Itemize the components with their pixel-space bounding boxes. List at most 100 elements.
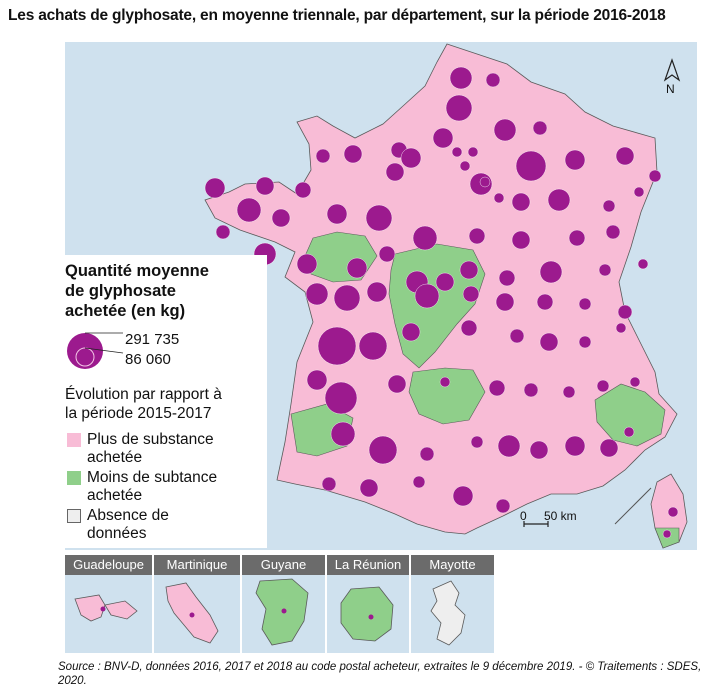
department-symbol xyxy=(605,224,621,240)
department-symbol xyxy=(564,149,586,171)
department-symbol xyxy=(365,204,393,232)
department-symbol xyxy=(493,192,505,204)
inset-martinique[interactable]: Martinique xyxy=(154,555,240,653)
decrease-limousin xyxy=(408,367,486,425)
department-symbol xyxy=(470,435,484,449)
department-symbol xyxy=(385,162,405,182)
map-title: Les achats de glyphosate, en moyenne tri… xyxy=(8,7,666,24)
department-symbol xyxy=(324,381,358,415)
legend: Quantité moyenne de glyphosate achetée (… xyxy=(57,255,267,548)
department-symbol xyxy=(562,385,576,399)
department-symbol xyxy=(532,120,548,136)
department-symbol xyxy=(529,440,549,460)
department-symbol xyxy=(435,272,455,292)
department-symbol xyxy=(547,188,571,212)
department-symbol xyxy=(255,176,275,196)
inset-guadeloupe[interactable]: Guadeloupe xyxy=(65,555,152,653)
inset-la-reunion[interactable]: La Réunion xyxy=(327,555,409,653)
department-symbol xyxy=(523,382,539,398)
inset-title-guadeloupe: Guadeloupe xyxy=(65,555,152,575)
department-symbol xyxy=(412,475,426,489)
department-symbol xyxy=(467,146,479,158)
department-symbol xyxy=(414,283,440,309)
department-symbol xyxy=(326,203,348,225)
inset-guyane[interactable]: Guyane xyxy=(242,555,325,653)
department-symbol xyxy=(358,331,388,361)
department-symbol xyxy=(479,176,491,188)
north-arrow-icon xyxy=(663,58,681,82)
department-symbol xyxy=(511,192,531,212)
department-symbol xyxy=(602,199,616,213)
department-symbol xyxy=(343,144,363,164)
inset-title-martinique: Martinique xyxy=(154,555,240,575)
proportional-circles-icon xyxy=(67,332,124,369)
department-symbol xyxy=(539,260,563,284)
department-symbol xyxy=(236,197,262,223)
department-symbol xyxy=(460,319,478,337)
department-symbol xyxy=(449,66,473,90)
department-symbol xyxy=(498,269,516,287)
department-symbol xyxy=(387,374,407,394)
department-symbol xyxy=(378,245,396,263)
department-symbol xyxy=(629,376,641,388)
legend-label-decrease: Moins de subtance achetée xyxy=(87,469,218,504)
scale-bar: 0 50 km xyxy=(518,503,588,533)
department-symbol xyxy=(317,326,357,366)
department-symbol xyxy=(315,148,331,164)
department-symbol xyxy=(488,379,506,397)
department-symbol xyxy=(468,227,486,245)
legend-label-no-data: Absence de données xyxy=(87,507,169,542)
scale-distance: 50 km xyxy=(544,509,577,523)
department-symbol xyxy=(296,253,318,275)
department-symbol xyxy=(305,282,329,306)
inset-title-mayotte: Mayotte xyxy=(411,555,494,575)
legend-size-max: 291 735 xyxy=(125,331,180,348)
department-symbol xyxy=(509,328,525,344)
department-symbol xyxy=(294,181,312,199)
department-symbol xyxy=(493,118,517,142)
department-symbol xyxy=(439,376,451,388)
legend-quantity-title: Quantité moyenne de glyphosate achetée (… xyxy=(65,262,209,320)
department-symbol xyxy=(445,94,473,122)
decrease-southeast xyxy=(594,383,666,447)
department-symbol xyxy=(400,147,422,169)
department-symbol xyxy=(568,229,586,247)
legend-evolution-title: Évolution par rapport à la période 2015-… xyxy=(65,386,222,422)
north-arrow: N xyxy=(660,58,684,98)
department-symbol xyxy=(346,257,368,279)
department-symbol xyxy=(401,322,421,342)
department-symbol xyxy=(515,150,547,182)
department-symbol xyxy=(539,332,559,352)
department-symbol xyxy=(419,446,435,462)
department-symbol xyxy=(564,435,586,457)
inset-title-guyane: Guyane xyxy=(242,555,325,575)
department-symbol xyxy=(662,529,672,539)
department-symbol xyxy=(497,434,521,458)
department-symbol xyxy=(459,160,471,172)
legend-size-min: 86 060 xyxy=(125,351,171,368)
department-symbol xyxy=(366,281,388,303)
inset-title-la-reunion: La Réunion xyxy=(327,555,409,575)
france-map xyxy=(204,43,688,549)
department-symbol xyxy=(485,72,501,88)
department-symbol xyxy=(330,421,356,447)
department-symbol xyxy=(511,230,531,250)
department-symbol xyxy=(459,260,479,280)
inset-mayotte[interactable]: Mayotte xyxy=(411,555,494,653)
department-symbol xyxy=(412,225,438,251)
department-symbol xyxy=(359,478,379,498)
department-symbol xyxy=(598,263,612,277)
department-symbol xyxy=(368,435,398,465)
department-symbol xyxy=(578,297,592,311)
department-symbol xyxy=(451,146,463,158)
department-symbol xyxy=(648,169,662,183)
department-symbols xyxy=(204,66,679,539)
department-symbol xyxy=(306,369,328,391)
department-symbol xyxy=(623,426,635,438)
scale-zero: 0 xyxy=(520,509,527,523)
department-symbol xyxy=(667,506,679,518)
department-symbol xyxy=(432,127,454,149)
department-symbol xyxy=(321,476,337,492)
department-symbol xyxy=(599,438,619,458)
department-symbol xyxy=(596,379,610,393)
